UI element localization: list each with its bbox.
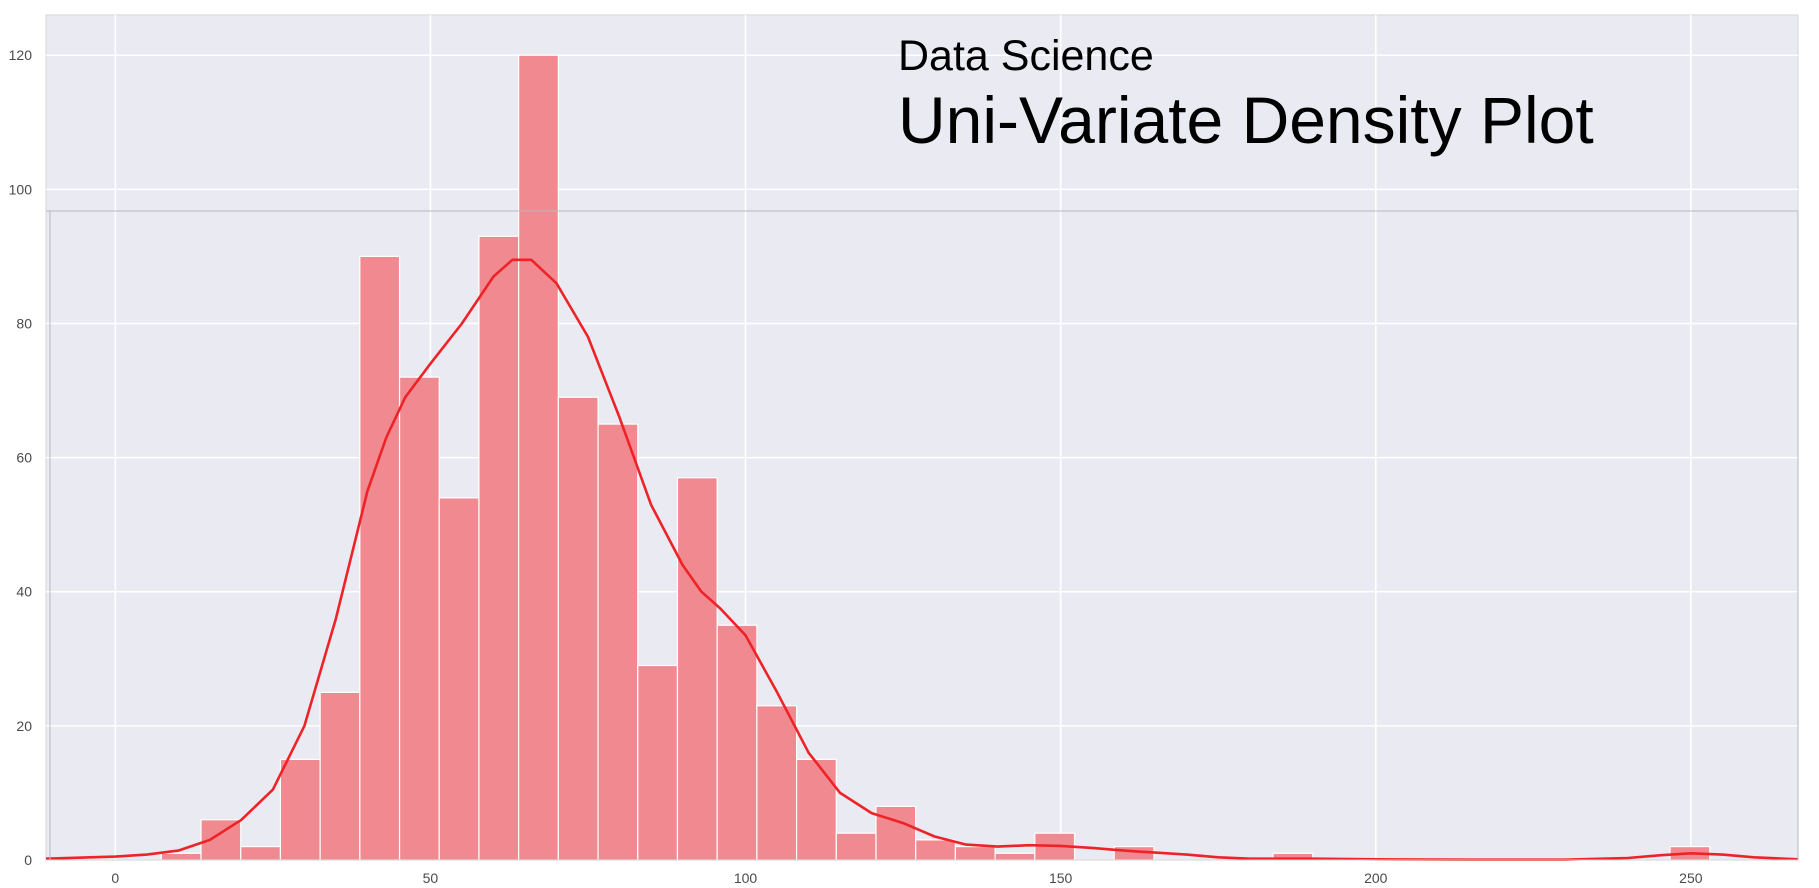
histogram-bar [756, 705, 798, 861]
x-tick-label: 250 [1679, 870, 1703, 886]
histogram-bar [676, 477, 718, 861]
y-tick-label: 80 [16, 315, 32, 331]
histogram-bar [994, 852, 1036, 861]
histogram-bar [438, 497, 480, 861]
y-tick-label: 60 [16, 450, 32, 466]
histogram-bar [954, 845, 996, 861]
y-tick-label: 20 [16, 718, 32, 734]
x-tick-label: 200 [1364, 870, 1388, 886]
y-tick-label: 100 [9, 181, 33, 197]
x-tick-label: 150 [1049, 870, 1073, 886]
x-tick-label: 100 [734, 870, 758, 886]
y-tick-label: 120 [9, 47, 33, 63]
histogram-bar [716, 624, 758, 861]
histogram-bar [875, 805, 917, 861]
histogram-bar [637, 664, 679, 861]
histogram-bar [518, 54, 559, 861]
histogram-bar [319, 691, 361, 861]
y-tick-label: 40 [16, 584, 32, 600]
y-tick-label: 0 [24, 852, 32, 868]
histogram-bar [795, 758, 837, 861]
histogram-bar [557, 396, 599, 861]
histogram-bars [160, 54, 1711, 861]
chart-title: Uni-Variate Density Plot [898, 83, 1594, 157]
kde-curve [45, 258, 1799, 862]
histogram-bar [478, 235, 520, 861]
histogram-bar [279, 758, 321, 861]
histogram-bar [398, 376, 440, 861]
histogram-bar [240, 845, 282, 861]
chart-subtitle: Data Science [898, 32, 1154, 80]
overlay-frame [46, 210, 1799, 861]
x-tick-label: 0 [111, 870, 119, 886]
histogram-bar [835, 832, 877, 861]
histogram-bar [359, 255, 401, 861]
kde-curve-group [45, 258, 1799, 862]
histogram-bar [160, 852, 202, 861]
y-tick-labels: 0 20 40 60 80 100 120 [9, 47, 33, 868]
x-tick-labels: 0 50 100 150 200 250 [111, 870, 1702, 886]
histogram-bar [915, 839, 957, 861]
histogram-bar [597, 423, 639, 861]
x-tick-label: 50 [423, 870, 439, 886]
